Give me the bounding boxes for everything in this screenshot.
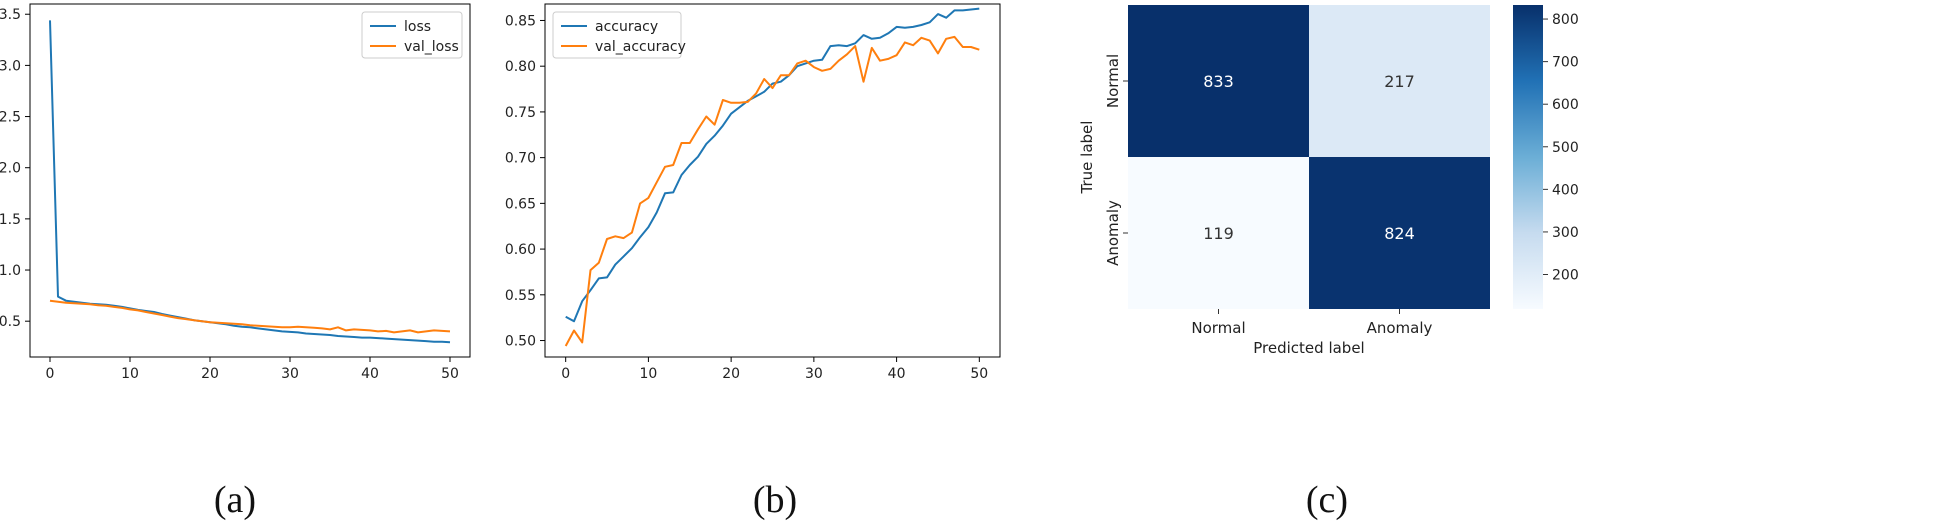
series-line-loss <box>49 20 451 344</box>
panel-label-c: (c) <box>1306 479 1348 521</box>
y-tick-label: 0.55 <box>505 288 536 304</box>
accuracy-chart: 0 10 20 30 40 50 0.50 0.55 0.60 0.65 0.70 0.75 0.80 0… <box>505 3 1001 382</box>
panel-label-b: (b) <box>753 479 797 521</box>
y-tick-label: 1.5 <box>0 212 21 228</box>
x-tick-label: 30 <box>805 366 823 382</box>
y-tick-label: 2.0 <box>0 161 21 177</box>
colorbar: 200 300 400 500 600 700 800 <box>1513 5 1579 309</box>
y-tick-label: 0.50 <box>505 334 536 350</box>
loss-legend: loss val_loss <box>361 11 463 59</box>
heatmap-row-label: Anomaly <box>1104 200 1122 266</box>
y-tick-label: 0.70 <box>505 151 536 167</box>
colorbar-tick-label: 200 <box>1552 268 1579 284</box>
legend-entry: accuracy <box>595 19 658 35</box>
legend-entry: loss <box>404 19 431 35</box>
heatmap-cell-value: 119 <box>1203 224 1234 243</box>
legend-entry: val_loss <box>404 39 459 55</box>
loss-plot-frame <box>29 3 471 358</box>
colorbar-gradient <box>1513 5 1543 309</box>
y-tick-label: 3.0 <box>0 58 21 74</box>
colorbar-tick-label: 700 <box>1552 55 1579 71</box>
x-tick-label: 10 <box>121 366 139 382</box>
series-line-val-loss <box>49 299 451 334</box>
heatmap-cell <box>1309 5 1490 157</box>
y-tick-label: 1.0 <box>0 263 21 279</box>
x-tick-label: 50 <box>970 366 988 382</box>
accuracy-legend: accuracy val_accuracy <box>552 11 686 59</box>
y-tick-label: 0.60 <box>505 242 536 258</box>
series-line-accuracy <box>565 7 980 323</box>
x-tick-label: 40 <box>361 366 379 382</box>
x-tick-label: 0 <box>46 366 55 382</box>
y-tick-label: 0.75 <box>505 105 536 121</box>
x-tick-label: 20 <box>201 366 219 382</box>
colorbar-tick-label: 800 <box>1552 12 1579 28</box>
y-tick-label: 0.85 <box>505 13 536 29</box>
heatmap-cell <box>1309 157 1490 309</box>
heatmap-cell-value: 833 <box>1203 72 1234 91</box>
legend-entry: val_accuracy <box>595 39 686 55</box>
heatmap-col-label: Anomaly <box>1367 319 1433 337</box>
x-tick-label: 50 <box>441 366 459 382</box>
y-tick-label: 0.5 <box>0 314 21 330</box>
x-tick-label: 10 <box>639 366 657 382</box>
colorbar-tick-label: 600 <box>1552 97 1579 113</box>
heatmap-cell-value: 824 <box>1384 224 1415 243</box>
x-tick-label: 20 <box>722 366 740 382</box>
y-tick-label: 2.5 <box>0 110 21 126</box>
heatmap-y-label: True label <box>1078 121 1096 195</box>
colorbar-tick-label: 300 <box>1552 225 1579 241</box>
accuracy-plot-frame <box>544 3 1001 358</box>
y-tick-label: 3.5 <box>0 7 21 23</box>
x-tick-label: 0 <box>561 366 570 382</box>
y-tick-label: 0.80 <box>505 59 536 75</box>
loss-chart: 0 10 20 30 40 50 0.5 1.0 1.5 2.0 2.5 3.0 3.5 loss val… <box>0 3 471 382</box>
heatmap-row-label: Normal <box>1104 54 1122 108</box>
y-tick-label: 0.65 <box>505 196 536 212</box>
heatmap-cell-value: 217 <box>1384 72 1415 91</box>
series-line-val-accuracy <box>564 35 980 347</box>
x-tick-label: 30 <box>281 366 299 382</box>
heatmap-x-label: Predicted label <box>1253 339 1364 357</box>
colorbar-tick-label: 400 <box>1552 182 1579 198</box>
x-tick-label: 40 <box>888 366 906 382</box>
heatmap-cell <box>1128 5 1309 157</box>
heatmap-col-label: Normal <box>1191 319 1245 337</box>
panel-label-a: (a) <box>214 479 256 521</box>
heatmap-cell <box>1128 157 1309 309</box>
colorbar-tick-label: 500 <box>1552 140 1579 156</box>
